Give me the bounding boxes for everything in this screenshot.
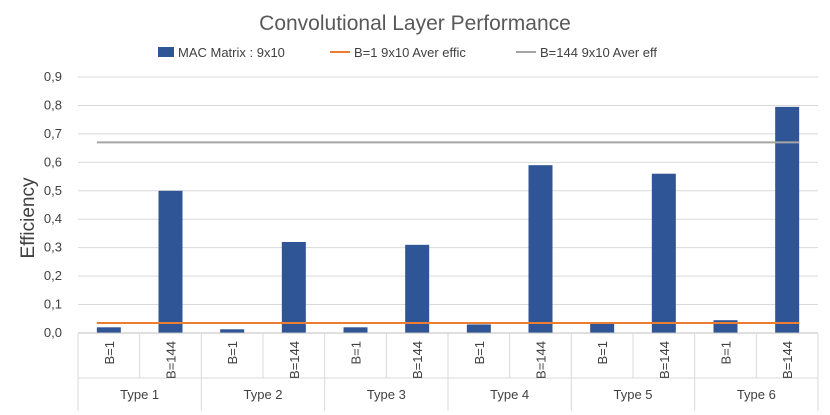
bar	[343, 327, 368, 333]
x-tick-label: B=1	[349, 341, 364, 365]
average-lines	[96, 141, 800, 325]
y-tick-label: 0,8	[44, 97, 62, 112]
chart-title: Convolutional Layer Performance	[259, 12, 571, 35]
legend-label: MAC Matrix : 9x10	[178, 45, 285, 60]
y-tick-label: 0,4	[44, 211, 62, 226]
y-axis-label: Efficiency	[18, 177, 39, 258]
bar	[281, 241, 306, 333]
y-tick-label: 0,0	[44, 325, 62, 340]
bar	[96, 327, 121, 333]
x-tick-label: B=1	[472, 341, 487, 365]
bar	[528, 165, 553, 333]
x-tick-label: B=1	[102, 341, 117, 365]
y-tick-labels: 0,0 0,1 0,2 0,3 0,4 0,5 0,6 0,7 0,8 0,9	[44, 69, 62, 340]
group-label: Type 2	[243, 387, 282, 402]
legend: MAC Matrix : 9x10 B=1 9x10 Aver effic B=14…	[158, 45, 657, 60]
x-tick-label: B=144	[657, 341, 672, 379]
x-tick-label: B=144	[410, 341, 425, 379]
bar	[775, 106, 800, 333]
x-tick-label: B=1	[595, 341, 610, 365]
group-label: Type 5	[613, 387, 652, 402]
x-tick-label: B=144	[164, 341, 179, 379]
group-label: Type 3	[367, 387, 406, 402]
y-tick-label: 0,2	[44, 268, 62, 283]
group-label: Type 4	[490, 387, 529, 402]
bar	[590, 323, 615, 333]
gridlines	[78, 76, 818, 306]
bar	[158, 190, 183, 333]
bar	[220, 329, 245, 333]
x-tick-label: B=1	[719, 341, 734, 365]
y-tick-label: 0,3	[44, 240, 62, 255]
y-tick-label: 0,1	[44, 297, 62, 312]
group-label: Type 1	[120, 387, 159, 402]
x-tick-label: B=144	[780, 341, 795, 379]
x-tick-label: B=1	[225, 341, 240, 365]
bar	[405, 244, 430, 333]
bars	[96, 106, 800, 333]
group-label: Type 6	[737, 387, 776, 402]
y-tick-label: 0,5	[44, 183, 62, 198]
x-tick-label: B=144	[534, 341, 549, 379]
legend-swatch	[158, 47, 174, 57]
legend-label: B=144 9x10 Aver eff	[540, 45, 657, 60]
x-tick-label: B=144	[287, 341, 302, 379]
y-tick-label: 0,9	[44, 69, 62, 84]
y-tick-label: 0,7	[44, 126, 62, 141]
legend-label: B=1 9x10 Aver effic	[354, 45, 466, 60]
bar	[466, 324, 491, 333]
bar	[651, 173, 676, 333]
x-axis: B=1 B=144 B=1 B=144 B=1 B=144 B=1 B=144 B=1 B=144…	[77, 332, 819, 411]
y-tick-label: 0,6	[44, 154, 62, 169]
